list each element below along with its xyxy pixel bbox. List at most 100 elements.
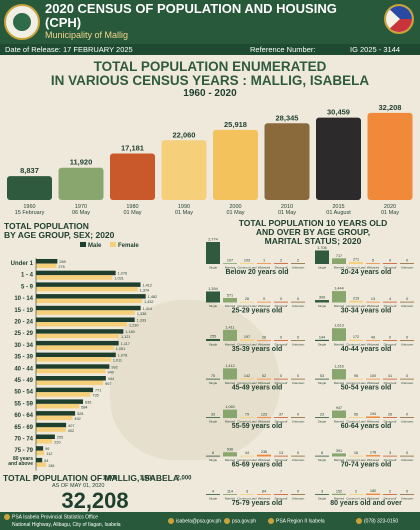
marital-bar: [366, 263, 380, 264]
census-value-label: 25,918: [224, 120, 247, 129]
marital-category-label: Unknown: [292, 497, 305, 501]
census-year-label: 1990: [178, 204, 190, 210]
census-year-label: 1970: [75, 204, 87, 210]
male-value-label: 1,180: [125, 330, 135, 334]
marital-category-label: Widowed: [367, 458, 380, 462]
marital-bar: [400, 417, 414, 418]
age-category-label: 70 - 74: [14, 437, 33, 443]
marital-category-label: Divorced/: [275, 266, 288, 270]
marital-value-label: 114: [227, 490, 233, 494]
marital-bar: [223, 452, 237, 457]
marital-value-label: 44: [245, 451, 249, 455]
marital-value-label: 23: [320, 413, 324, 417]
marital-category-label: Widowed: [367, 381, 380, 385]
male-bar: [36, 376, 106, 381]
male-value-label: 96: [45, 447, 49, 451]
marital-category-label: Unknown: [292, 304, 305, 308]
footer-facebook[interactable]: PSA Region II Isabela: [268, 518, 325, 524]
marital-category-label: Married: [334, 304, 345, 308]
marital-value-label: 571: [227, 293, 233, 297]
marital-bar: [223, 494, 237, 495]
marital-value-label: 2: [280, 259, 282, 263]
female-bar: [36, 275, 113, 280]
marital-value-label: 271: [353, 257, 359, 261]
footer-phone[interactable]: (078) 323-0150: [356, 518, 398, 524]
marital-bar: [291, 494, 305, 495]
census-bar-2020: [367, 112, 413, 200]
philippines-flag-icon: [384, 4, 414, 34]
female-value-label: 907: [105, 382, 111, 386]
marital-bar: [257, 494, 271, 495]
marital-category-label: Married: [334, 497, 345, 501]
total-population-value: 32,208: [61, 488, 129, 513]
census-value-label: 30,459: [327, 108, 350, 117]
age-category-label: 15 - 19: [14, 308, 33, 314]
marital-category-label: Widowed: [258, 497, 271, 501]
footer-email-text: isabela@psa.gov.ph: [176, 518, 222, 525]
male-value-label: 635: [85, 400, 91, 404]
page-title-line2: IN VARIOUS CENSUS YEARS : MALLIG, ISABEL…: [50, 73, 370, 88]
marital-panel-label: 45-49 years old: [232, 385, 283, 392]
male-value-label: 1,076: [118, 272, 128, 276]
female-value-label: 402: [68, 429, 74, 433]
marital-panel-label: 30-34 years old: [341, 308, 392, 315]
footer-email[interactable]: isabela@psa.gov.ph: [168, 518, 221, 524]
marital-value-label: 0: [389, 336, 391, 340]
age-sex-title-line1: TOTAL POPULATION: [4, 221, 89, 231]
male-value-label: 255: [57, 436, 63, 440]
male-value-label: 992: [111, 365, 117, 369]
marital-value-label: 1,411: [225, 325, 234, 329]
footer-web[interactable]: psa.gov.ph: [224, 518, 256, 524]
census-year-label: 2020: [384, 204, 396, 210]
marital-category-label: Unknown: [292, 458, 305, 462]
age-category-label: 25 - 29: [14, 331, 33, 337]
marital-bar: [349, 455, 363, 457]
marital-bar: [349, 261, 363, 264]
marital-value-label: 8: [212, 451, 214, 455]
marital-bar: [240, 339, 254, 341]
marital-panel-label: 20-24 years old: [341, 269, 392, 276]
female-value-label: 1,051: [116, 347, 126, 351]
marital-value-label: 0: [297, 413, 299, 417]
marital-value-label: 0: [406, 413, 408, 417]
marital-bar: [349, 417, 363, 418]
female-value-label: 735: [92, 394, 98, 398]
marital-bar: [240, 301, 254, 303]
marital-bar: [257, 454, 271, 457]
footer-bar: PSA Isabela Provincial Statistics Office…: [0, 512, 420, 530]
female-bar: [36, 380, 104, 385]
marital-value-label: 79: [245, 413, 249, 417]
release-date: Date of Release: 17 FEBRUARY 2025: [5, 45, 133, 54]
marital-bar: [332, 410, 346, 418]
female-value-label: 1,011: [113, 359, 122, 363]
footer-office-text: PSA Isabela Provincial Statistics Office: [12, 514, 99, 521]
marital-category-label: Unknown: [401, 420, 414, 424]
age-category-label: 45 - 49: [14, 378, 33, 384]
female-bar: [36, 286, 138, 292]
marital-value-label: 0: [406, 297, 408, 301]
marital-category-label: Unknown: [401, 497, 414, 501]
marital-category-label: Common Law/: [346, 266, 366, 270]
marital-category-label: Divorced/: [275, 381, 288, 385]
age-category-label-2: and above: [8, 461, 33, 467]
marital-category-label: Divorced/: [384, 304, 397, 308]
marital-bar: [349, 378, 363, 380]
age-x-tick: 0: [34, 476, 38, 482]
census-bar-1980: [110, 153, 155, 200]
marital-bar: [206, 291, 220, 303]
age-category-label: 1 - 4: [21, 273, 34, 279]
age-category-label: 65 - 69: [14, 425, 33, 431]
census-date-label: 01 May: [123, 210, 141, 216]
marital-value-label: 1,444: [334, 287, 344, 291]
marital-bar: [332, 328, 346, 341]
marital-value-label: 2: [389, 490, 391, 494]
marital-value-label: 947: [336, 406, 342, 410]
census-value-label: 32,208: [379, 103, 402, 112]
age-category-label: 35 - 39: [14, 355, 33, 361]
male-bar: [36, 340, 119, 346]
marital-category-label: Divorced/: [275, 304, 288, 308]
age-category-label: 40 - 44: [14, 366, 33, 372]
census-date-label: 01 May: [226, 210, 244, 216]
marital-value-label: 142: [244, 374, 250, 378]
female-value-label: 1,432: [144, 300, 154, 304]
